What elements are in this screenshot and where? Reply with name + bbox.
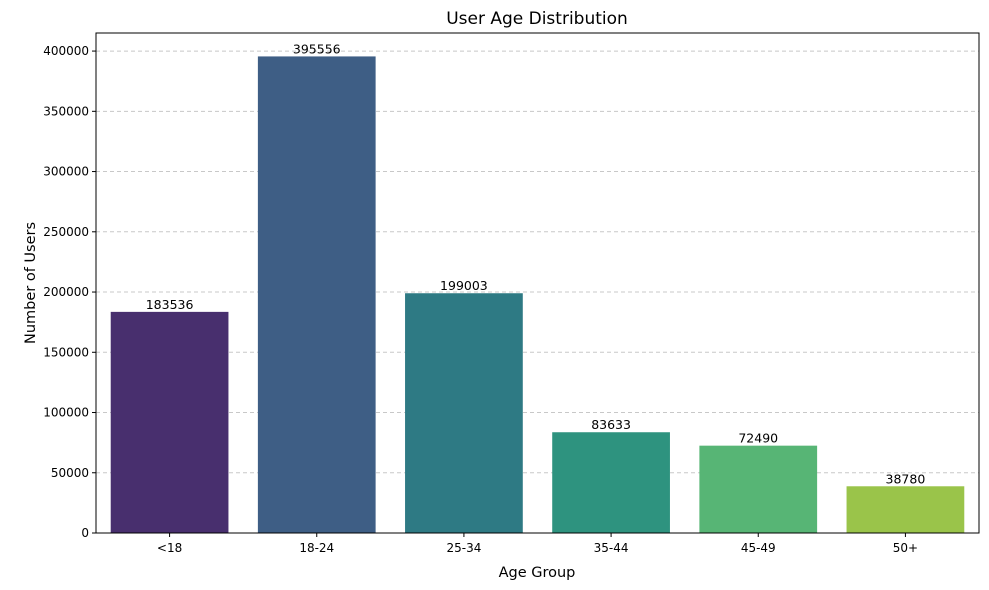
y-axis-ticks: 0 50000 100000 150000 200000 250000 300000 3500… [43, 44, 96, 540]
y-tick-label: 50000 [51, 466, 89, 480]
y-tick-label: 400000 [43, 44, 89, 58]
chart-title: User Age Distribution [446, 9, 628, 29]
y-tick-label: 0 [81, 526, 89, 540]
bars [110, 56, 965, 533]
x-tick-label: 45-49 [741, 541, 776, 555]
y-axis-title: Number of Users [23, 222, 39, 344]
bar [110, 311, 229, 533]
y-tick-label: 350000 [43, 104, 89, 118]
bar-value-label: 72490 [738, 431, 778, 446]
x-tick-label: 18-24 [299, 541, 334, 555]
x-tick-label: 50+ [893, 541, 918, 555]
y-tick-label: 150000 [43, 345, 89, 359]
plot-frame [95, 32, 980, 534]
x-tick-label: <18 [157, 541, 182, 555]
bar [552, 432, 670, 533]
bar-value-label: 199003 [440, 278, 488, 293]
gridlines [96, 50, 979, 474]
bar-value-label: 38780 [886, 471, 926, 486]
bar [699, 445, 818, 533]
bar [846, 486, 965, 533]
y-tick-label: 250000 [43, 225, 89, 239]
x-tick-label: 35-44 [594, 541, 629, 555]
bar-value-labels: 183536 395556 199003 83633 72490 38780 [146, 41, 926, 486]
bar [257, 56, 376, 533]
bar-value-label: 83633 [591, 417, 631, 432]
bar-value-label: 183536 [146, 297, 194, 312]
bar-value-label: 395556 [293, 41, 341, 56]
x-axis-ticks: <18 18-24 25-34 35-44 45-49 50+ [157, 533, 918, 555]
y-tick-label: 300000 [43, 165, 89, 179]
x-tick-label: 25-34 [446, 541, 481, 555]
y-tick-label: 200000 [43, 285, 89, 299]
x-axis-title: Age Group [499, 565, 576, 581]
bar [405, 293, 523, 533]
y-tick-label: 100000 [43, 406, 89, 420]
